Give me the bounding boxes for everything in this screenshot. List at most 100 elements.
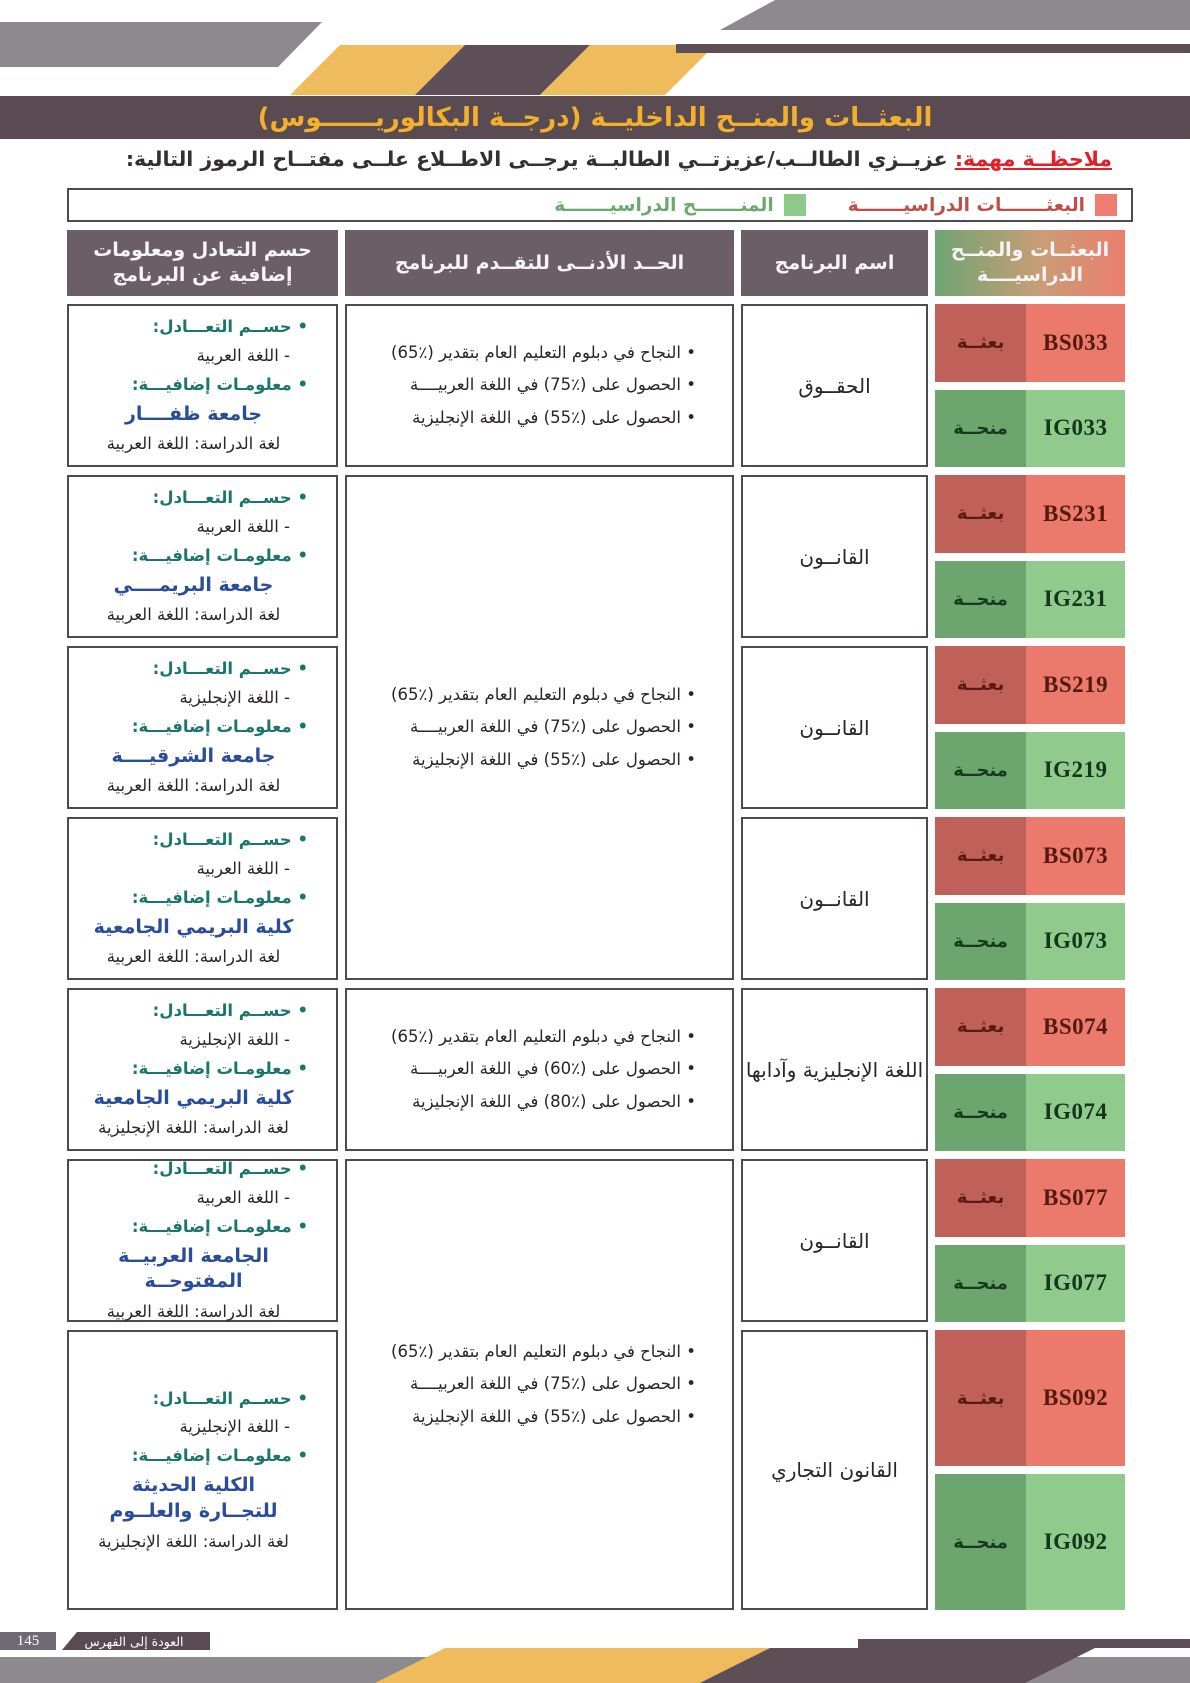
requirement-line: • النجاح في دبلوم التعليم العام بتقدير (… xyxy=(391,1342,696,1362)
requirement-line: • النجاح في دبلوم التعليم العام بتقدير (… xyxy=(391,1027,696,1047)
codes-cell: BS231 بعثــة IG231 منحــة xyxy=(935,475,1125,638)
scholarship-label: بعثــة xyxy=(935,646,1027,724)
scholarship-code: BS092 xyxy=(1026,1330,1125,1466)
study-language: لغة الدراسة: اللغة العربية xyxy=(106,1302,281,1322)
top-dark-rule xyxy=(676,44,1190,53)
program-name: القانــون xyxy=(741,475,928,638)
requirements-cell: • النجاح في دبلوم التعليم العام بتقدير (… xyxy=(345,988,734,1151)
grant-label: منحــة xyxy=(935,1244,1027,1322)
top-gray-band-right xyxy=(720,0,1190,30)
scholarship-label: بعثــة xyxy=(935,475,1027,553)
codes-cell: BS092 بعثــة IG092 منحــة xyxy=(935,1330,1125,1610)
extra-info-heading: • معلومـات إضافيـــة: xyxy=(131,374,308,394)
requirement-line: • الحصول على (٪55) في اللغة الإنجليزية xyxy=(412,1406,696,1426)
scholarship-label: بعثــة xyxy=(935,304,1027,382)
extra-info-heading: • معلومـات إضافيـــة: xyxy=(131,1446,308,1466)
legend-scholarships-label: البعثـــــــات الدراسيـــــــة xyxy=(847,194,1085,216)
study-language: لغة الدراسة: اللغة العربية xyxy=(106,776,281,796)
grant-code: IG231 xyxy=(1026,560,1125,638)
codes-cell: BS219 بعثــة IG219 منحــة xyxy=(935,646,1125,809)
program-name: القانــون xyxy=(741,1159,928,1322)
university-name: الكلية الحديثة للتجــارة والعلــوم xyxy=(109,1474,278,1522)
scholarship-code: BS219 xyxy=(1026,646,1125,724)
grant-code-box: IG231 منحــة xyxy=(935,560,1125,638)
requirement-line: • الحصول على (٪60) في اللغة العربيــــة xyxy=(409,1059,696,1079)
requirement-line: • الحصول على (٪80) في اللغة الإنجليزية xyxy=(412,1091,696,1111)
tiebreak-cell: • حســم التعـــادل: - اللغة الإنجليزية •… xyxy=(67,988,338,1151)
codes-cell: BS074 بعثــة IG074 منحــة xyxy=(935,988,1125,1151)
tiebreak-cell: • حســم التعـــادل: - اللغة العربية • مع… xyxy=(67,475,338,638)
legend-box: البعثـــــــات الدراسيـــــــة المنـــــ… xyxy=(67,188,1133,222)
requirements-cell: • النجاح في دبلوم التعليم العام بتقدير (… xyxy=(345,304,734,467)
grant-code: IG074 xyxy=(1026,1073,1125,1151)
scholarship-code-box: BS219 بعثــة xyxy=(935,646,1125,724)
scholarship-code-box: BS033 بعثــة xyxy=(935,304,1125,382)
column-header-codes: البعثــات والمنــح الدراسيــــة xyxy=(935,230,1125,296)
program-name: القانــون xyxy=(741,817,928,980)
tiebreak-language: - اللغة العربية xyxy=(196,858,290,878)
tiebreak-language: - اللغة العربية xyxy=(196,345,290,365)
grant-code: IG033 xyxy=(1026,389,1125,467)
scholarship-label: بعثــة xyxy=(935,817,1027,895)
extra-info-heading: • معلومـات إضافيـــة: xyxy=(131,1058,308,1078)
tiebreak-language: - اللغة العربية xyxy=(196,516,290,536)
grant-color-swatch xyxy=(783,194,806,216)
grant-label: منحــة xyxy=(935,902,1027,980)
scholarship-color-swatch xyxy=(1095,194,1117,216)
back-to-index-link[interactable]: العودة إلى الفهرس xyxy=(62,1632,210,1650)
note-text: عزيــزي الطالــب/عزيزتــي الطالبــة يرجـ… xyxy=(125,147,948,171)
requirement-line: • النجاح في دبلوم التعليم العام بتقدير (… xyxy=(391,343,696,363)
scholarship-code: BS033 xyxy=(1026,304,1125,382)
study-language: لغة الدراسة: اللغة الإنجليزية xyxy=(98,1531,289,1551)
page-number: 145 xyxy=(0,1632,56,1650)
extra-info-heading: • معلومـات إضافيـــة: xyxy=(131,1216,308,1236)
grant-code: IG092 xyxy=(1026,1474,1125,1610)
grant-code-box: IG073 منحــة xyxy=(935,902,1125,980)
codes-cell: BS073 بعثــة IG073 منحــة xyxy=(935,817,1125,980)
top-gray-band-left xyxy=(0,22,322,67)
tiebreak-language: - اللغة الإنجليزية xyxy=(179,1029,290,1049)
scholarship-code-box: BS092 بعثــة xyxy=(935,1330,1125,1466)
tiebreak-heading: • حســم التعـــادل: xyxy=(152,487,308,507)
title-bar: البعثــات والمنــح الداخليــة (درجــة ال… xyxy=(0,96,1190,139)
study-language: لغة الدراسة: اللغة العربية xyxy=(106,947,281,967)
requirement-line: • الحصول على (٪75) في اللغة العربيــــة xyxy=(409,375,696,395)
page-title: البعثــات والمنــح الداخليــة (درجــة ال… xyxy=(257,102,933,133)
grant-code: IG073 xyxy=(1026,902,1125,980)
tiebreak-heading: • حســم التعـــادل: xyxy=(152,1388,308,1408)
extra-info-heading: • معلومـات إضافيـــة: xyxy=(131,887,308,907)
scholarships-table: البعثــات والمنــح الدراسيــــة اسم البر… xyxy=(67,230,1125,1610)
scholarship-code: BS231 xyxy=(1026,475,1125,553)
scholarship-code: BS073 xyxy=(1026,817,1125,895)
grant-code-box: IG092 منحــة xyxy=(935,1474,1125,1610)
study-language: لغة الدراسة: اللغة العربية xyxy=(106,434,281,454)
grant-label: منحــة xyxy=(935,1474,1027,1610)
tiebreak-heading: • حســم التعـــادل: xyxy=(152,316,308,336)
scholarship-label: بعثــة xyxy=(935,1159,1027,1237)
university-name: كلية البريمي الجامعية xyxy=(93,915,294,938)
tiebreak-language: - اللغة الإنجليزية xyxy=(179,687,290,707)
scholarship-code: BS077 xyxy=(1026,1159,1125,1237)
grant-label: منحــة xyxy=(935,389,1027,467)
tiebreak-cell: • حســم التعـــادل: - اللغة الإنجليزية •… xyxy=(67,646,338,809)
grant-label: منحــة xyxy=(935,1073,1027,1151)
requirements-cell-merged: • النجاح في دبلوم التعليم العام بتقدير (… xyxy=(345,1159,734,1610)
tiebreak-cell: • حســم التعـــادل: - اللغة العربية • مع… xyxy=(67,1159,338,1322)
tiebreak-language: - اللغة الإنجليزية xyxy=(179,1417,290,1437)
grant-code-box: IG074 منحــة xyxy=(935,1073,1125,1151)
tiebreak-heading: • حســم التعـــادل: xyxy=(152,658,308,678)
scholarship-label: بعثــة xyxy=(935,988,1027,1066)
university-name: جامعة البريمــــي xyxy=(113,573,274,596)
tiebreak-heading: • حســم التعـــادل: xyxy=(152,1159,308,1179)
requirement-line: • الحصول على (٪75) في اللغة العربيــــة xyxy=(409,1374,696,1394)
tiebreak-cell: • حســم التعـــادل: - اللغة الإنجليزية •… xyxy=(67,1330,338,1610)
requirements-cell-merged: • النجاح في دبلوم التعليم العام بتقدير (… xyxy=(345,475,734,980)
university-name: كلية البريمي الجامعية xyxy=(93,1086,294,1109)
study-language: لغة الدراسة: اللغة العربية xyxy=(106,605,281,625)
tiebreak-cell: • حســم التعـــادل: - اللغة العربية • مع… xyxy=(67,304,338,467)
requirement-line: • الحصول على (٪55) في اللغة الإنجليزية xyxy=(412,749,696,769)
bottom-dark-stripe xyxy=(700,1648,1095,1683)
grant-code-box: IG033 منحــة xyxy=(935,389,1125,467)
grant-code: IG219 xyxy=(1026,731,1125,809)
extra-info-heading: • معلومـات إضافيـــة: xyxy=(131,716,308,736)
